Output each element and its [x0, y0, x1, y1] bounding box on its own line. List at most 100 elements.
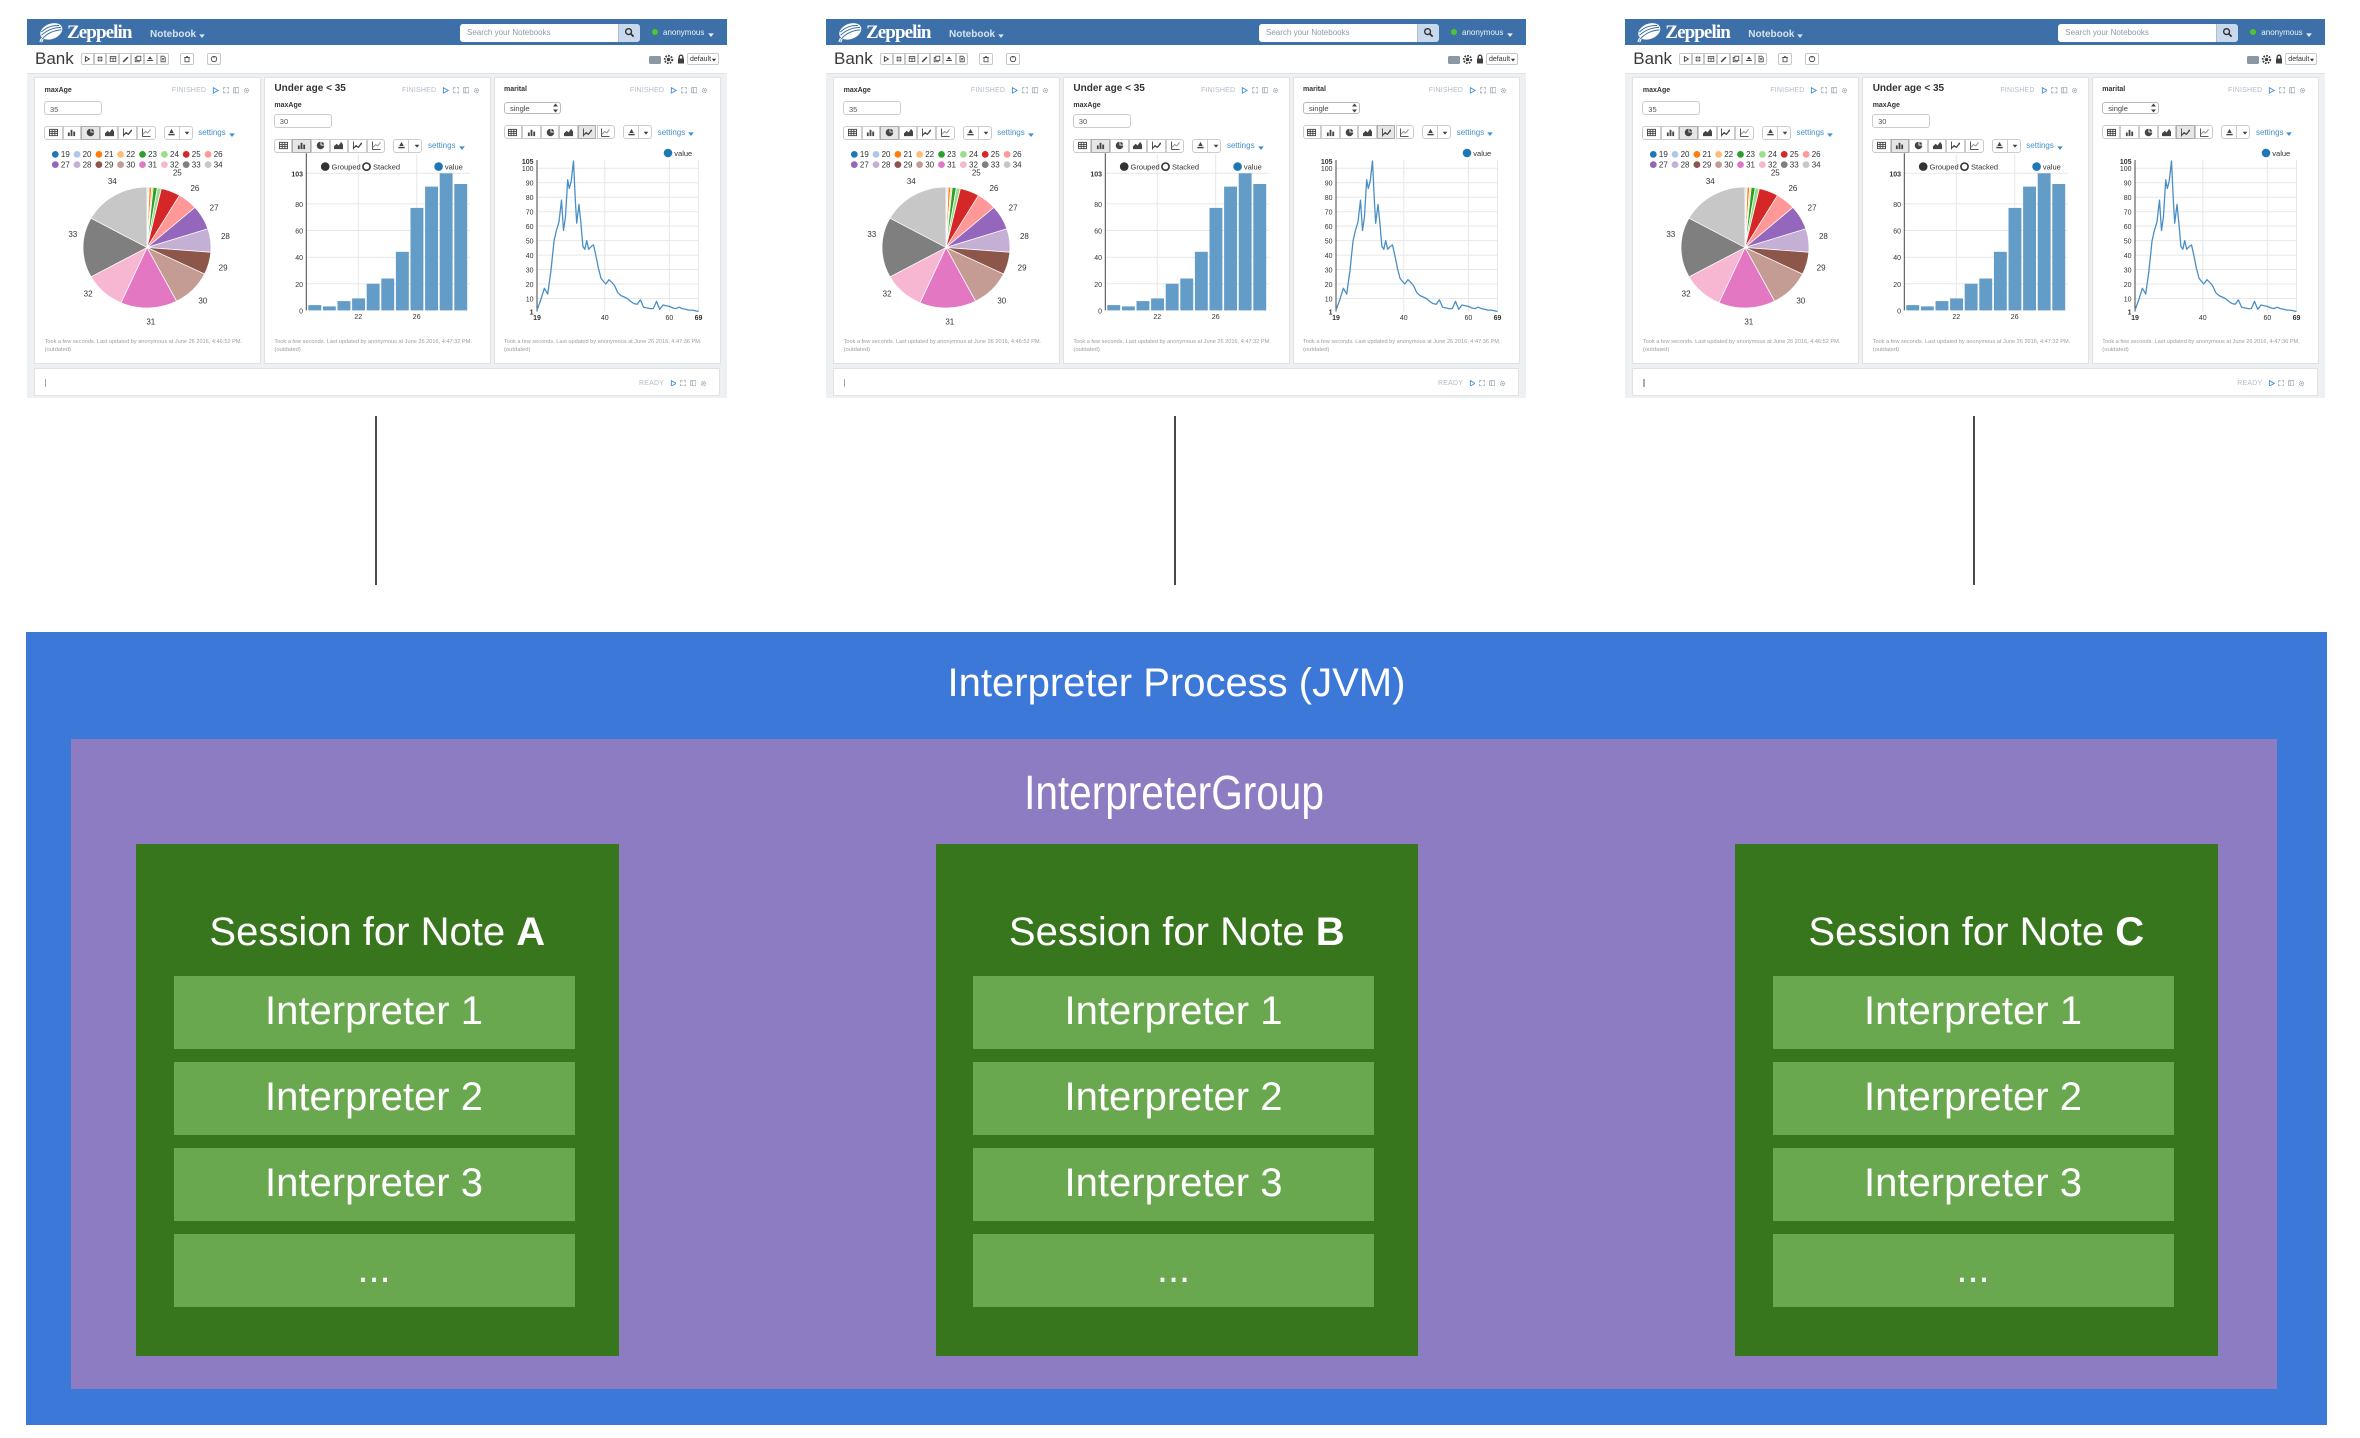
svg-text:29: 29 [1703, 160, 1712, 169]
svg-text:32: 32 [1682, 289, 1691, 298]
svg-text:34: 34 [1013, 160, 1022, 169]
svg-text:20: 20 [1681, 150, 1690, 159]
svg-text:105: 105 [2120, 159, 2132, 166]
svg-text:60: 60 [526, 224, 534, 231]
svg-text:40: 40 [1325, 253, 1333, 260]
svg-text:100: 100 [522, 166, 534, 173]
svg-text:60: 60 [1465, 315, 1473, 322]
svg-text:Stacked: Stacked [1172, 162, 1199, 171]
svg-text:31: 31 [947, 160, 956, 169]
svg-text:value: value [445, 162, 463, 171]
svg-text:80: 80 [2124, 195, 2132, 202]
svg-text:60: 60 [1094, 228, 1102, 235]
svg-text:26: 26 [1013, 150, 1022, 159]
svg-text:33: 33 [867, 230, 876, 239]
svg-text:40: 40 [295, 255, 303, 262]
svg-text:10: 10 [1325, 296, 1333, 303]
svg-text:10: 10 [526, 296, 534, 303]
svg-text:31: 31 [1745, 317, 1754, 326]
svg-text:22: 22 [1153, 314, 1161, 321]
svg-text:90: 90 [2124, 180, 2132, 187]
svg-text:value: value [674, 148, 692, 157]
svg-text:19: 19 [1332, 315, 1340, 322]
svg-text:25: 25 [991, 150, 1000, 159]
svg-text:80: 80 [1325, 195, 1333, 202]
svg-text:60: 60 [2264, 315, 2272, 322]
svg-text:26: 26 [1212, 314, 1220, 321]
svg-text:24: 24 [1768, 150, 1777, 159]
svg-text:34: 34 [1706, 177, 1715, 186]
svg-text:19: 19 [533, 315, 541, 322]
svg-text:50: 50 [2124, 238, 2132, 245]
svg-text:40: 40 [1400, 315, 1408, 322]
svg-text:105: 105 [1321, 159, 1333, 166]
svg-text:80: 80 [526, 195, 534, 202]
svg-text:1: 1 [530, 309, 534, 316]
svg-text:30: 30 [1797, 296, 1806, 305]
svg-text:28: 28 [882, 160, 891, 169]
svg-text:40: 40 [1094, 255, 1102, 262]
svg-text:26: 26 [1812, 150, 1821, 159]
svg-text:23: 23 [148, 150, 157, 159]
svg-text:22: 22 [1724, 150, 1733, 159]
svg-text:30: 30 [925, 160, 934, 169]
svg-text:40: 40 [601, 315, 609, 322]
svg-text:33: 33 [192, 160, 201, 169]
svg-text:32: 32 [170, 160, 179, 169]
svg-text:33: 33 [1667, 230, 1676, 239]
svg-text:80: 80 [1894, 201, 1902, 208]
svg-text:27: 27 [1009, 203, 1018, 212]
svg-text:30: 30 [997, 296, 1006, 305]
svg-text:21: 21 [904, 150, 913, 159]
svg-text:28: 28 [1681, 160, 1690, 169]
svg-text:20: 20 [2124, 282, 2132, 289]
svg-text:24: 24 [969, 150, 978, 159]
svg-text:34: 34 [108, 177, 117, 186]
svg-text:Grouped: Grouped [1131, 162, 1160, 171]
svg-text:34: 34 [1812, 160, 1821, 169]
svg-text:32: 32 [883, 289, 892, 298]
svg-text:value: value [1473, 148, 1491, 157]
svg-text:103: 103 [1890, 171, 1902, 178]
svg-text:90: 90 [1325, 180, 1333, 187]
svg-text:1: 1 [1329, 309, 1333, 316]
svg-text:Stacked: Stacked [1971, 162, 1998, 171]
svg-text:30: 30 [126, 160, 135, 169]
svg-text:103: 103 [1090, 171, 1102, 178]
svg-text:0: 0 [1897, 308, 1901, 315]
svg-text:34: 34 [907, 177, 916, 186]
svg-text:25: 25 [1771, 168, 1780, 177]
svg-text:28: 28 [221, 232, 230, 241]
svg-text:100: 100 [1321, 166, 1333, 173]
svg-text:60: 60 [666, 315, 674, 322]
svg-text:60: 60 [295, 228, 303, 235]
svg-text:27: 27 [1659, 160, 1668, 169]
svg-text:Grouped: Grouped [332, 162, 361, 171]
svg-text:27: 27 [1808, 203, 1817, 212]
svg-text:40: 40 [526, 253, 534, 260]
svg-text:26: 26 [190, 183, 199, 192]
svg-text:31: 31 [146, 317, 155, 326]
svg-text:29: 29 [1018, 263, 1027, 272]
svg-text:22: 22 [126, 150, 135, 159]
svg-text:69: 69 [1494, 315, 1502, 322]
svg-text:26: 26 [989, 183, 998, 192]
svg-text:22: 22 [354, 314, 362, 321]
svg-text:50: 50 [526, 238, 534, 245]
svg-text:70: 70 [526, 209, 534, 216]
svg-text:21: 21 [1703, 150, 1712, 159]
svg-text:19: 19 [61, 150, 70, 159]
svg-text:40: 40 [2124, 253, 2132, 260]
svg-text:100: 100 [2120, 166, 2132, 173]
svg-text:32: 32 [1768, 160, 1777, 169]
svg-text:25: 25 [173, 168, 182, 177]
svg-text:20: 20 [1894, 281, 1902, 288]
svg-text:19: 19 [2131, 315, 2139, 322]
svg-text:29: 29 [219, 263, 228, 272]
svg-text:29: 29 [105, 160, 114, 169]
svg-text:20: 20 [882, 150, 891, 159]
svg-text:70: 70 [2124, 209, 2132, 216]
svg-text:23: 23 [1746, 150, 1755, 159]
svg-text:22: 22 [925, 150, 934, 159]
svg-text:20: 20 [526, 282, 534, 289]
